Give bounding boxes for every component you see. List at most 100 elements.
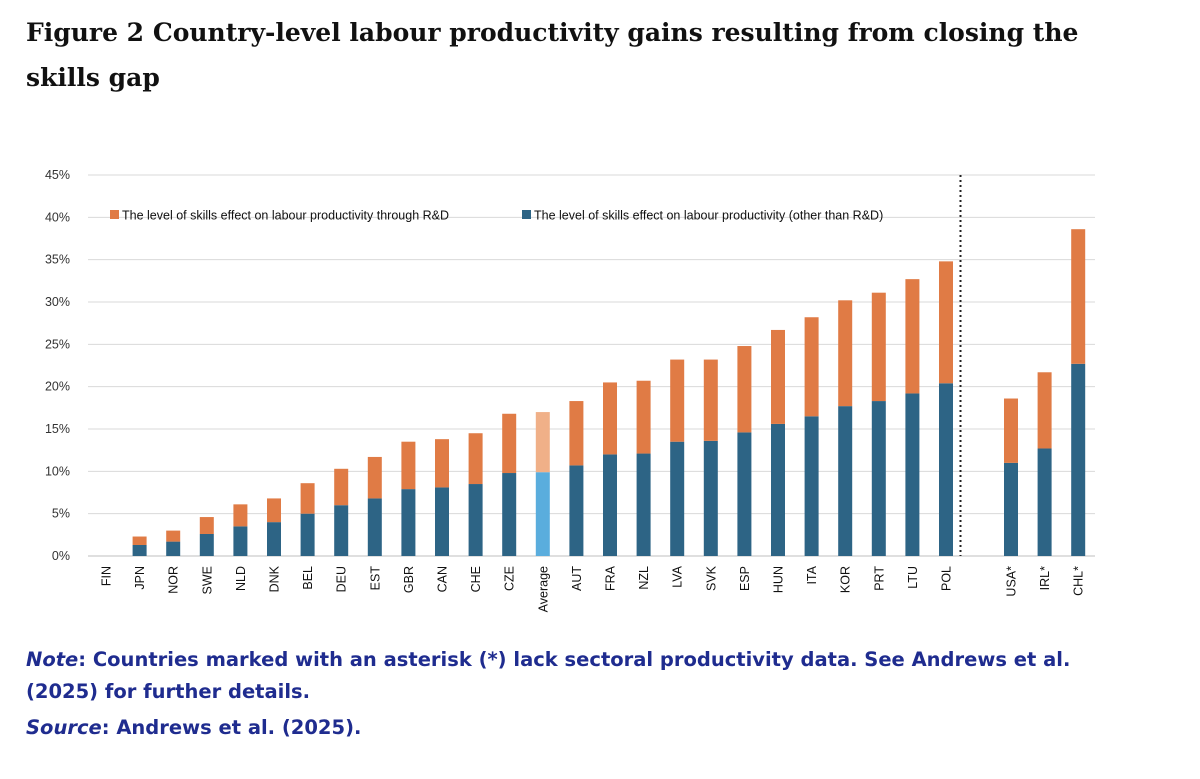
x-tick-label: PRT <box>872 566 886 591</box>
x-tick-label: LTU <box>906 566 920 589</box>
bar-segment-rd <box>804 317 819 417</box>
bar-segment-rd <box>703 359 718 441</box>
figure-label: Figure 2 <box>26 18 145 47</box>
y-tick-label: 35% <box>45 253 70 267</box>
bar-segment-other <box>535 472 550 556</box>
x-tick-label: FIN <box>100 566 114 586</box>
bar-segment-other <box>804 416 819 556</box>
x-tick-label: BEL <box>301 566 315 590</box>
x-tick-label: DNK <box>268 565 282 592</box>
x-tick-label: CZE <box>503 566 517 591</box>
x-tick-label: NLD <box>234 566 248 591</box>
bar-segment-other <box>132 544 147 556</box>
bar-segment-other <box>905 393 920 556</box>
bar-segment-other <box>939 383 953 556</box>
x-tick-label: SVK <box>704 565 718 591</box>
bar-segment-rd <box>502 413 517 474</box>
x-tick-label: HUN <box>772 566 786 593</box>
bar-segment-other <box>703 440 718 556</box>
bar-segment-rd <box>569 401 584 466</box>
source-label: Source <box>26 716 102 739</box>
bar-segment-rd <box>267 498 281 523</box>
y-tick-label: 20% <box>45 380 70 394</box>
x-tick-label: KOR <box>839 566 853 593</box>
bar-segment-rd <box>636 380 651 454</box>
bar-segment-other <box>468 484 483 556</box>
bar-segment-other <box>1037 448 1052 556</box>
bar-segment-other <box>569 465 584 556</box>
y-tick-label: 0% <box>52 549 70 563</box>
bar-segment-rd <box>468 433 483 485</box>
x-tick-label: JPN <box>133 566 147 590</box>
bar-segment-rd <box>1071 229 1086 364</box>
x-tick-label: IRL* <box>1038 566 1052 590</box>
bar-segment-other <box>199 533 214 556</box>
source-text: : Andrews et al. (2025). <box>101 716 362 739</box>
bar-segment-other <box>367 498 382 556</box>
x-tick-label: Average <box>536 566 550 612</box>
bar-segment-rd <box>670 359 685 442</box>
x-tick-label: NZL <box>637 566 651 590</box>
bar-segment-rd <box>737 346 752 433</box>
bar-segment-rd <box>771 329 785 424</box>
bar-segment-other <box>1004 462 1018 556</box>
bar-segment-other <box>871 401 886 556</box>
legend-swatch <box>522 210 531 219</box>
x-tick-label: CHE <box>469 566 483 592</box>
bar-segment-other <box>435 487 449 556</box>
bar-segment-rd <box>199 517 214 534</box>
bar-segment-rd <box>166 530 181 542</box>
y-tick-label: 45% <box>45 168 70 182</box>
bar-segment-other <box>838 406 853 556</box>
legend-label: The level of skills effect on labour pro… <box>122 209 449 223</box>
x-tick-label: FRA <box>604 565 618 591</box>
y-tick-label: 15% <box>45 422 70 436</box>
bar-segment-rd <box>435 439 449 488</box>
x-tick-label: CAN <box>436 566 450 592</box>
x-tick-label: POL <box>940 566 954 591</box>
bar-chart: 0% 5% 10% 15% 20% 25% 30% 35% 40% 45% FIN JPN NOR SWE… <box>45 168 1095 612</box>
bar-segment-other <box>603 454 617 556</box>
x-tick-label: SWE <box>200 566 214 594</box>
bar-segment-other <box>166 541 181 556</box>
bar-segment-rd <box>132 536 147 545</box>
bar-segment-other <box>300 513 315 556</box>
y-tick-label: 40% <box>45 210 70 224</box>
x-tick-label: EST <box>368 566 382 591</box>
bar-segment-rd <box>535 412 550 473</box>
bar-segment-rd <box>334 468 349 506</box>
note-text: : Countries marked with an asterisk (*) … <box>26 648 1071 703</box>
legend-label: The level of skills effect on labour pro… <box>534 209 883 223</box>
bar-segment-other <box>401 489 416 556</box>
x-tick-label: GBR <box>402 566 416 593</box>
bar-segment-other <box>737 432 752 556</box>
bar-segment-rd <box>603 382 617 455</box>
bar-segment-other <box>771 423 785 556</box>
bar-segment-rd <box>1004 398 1018 463</box>
bar-segment-other <box>636 453 651 556</box>
x-tick-label: LVA <box>671 565 685 587</box>
bar-segment-other <box>1071 363 1086 556</box>
x-tick-label: ESP <box>738 566 752 591</box>
y-tick-label: 5% <box>52 507 70 521</box>
x-tick-label: ITA <box>805 565 819 584</box>
bar-segment-rd <box>838 300 853 407</box>
bar-segment-rd <box>300 483 315 514</box>
x-tick-label: NOR <box>167 566 181 594</box>
bar-segment-other <box>334 505 349 556</box>
bar-segment-rd <box>939 261 953 384</box>
chart-note: Note: Countries marked with an asterisk … <box>26 644 1126 708</box>
legend-swatch <box>110 210 119 219</box>
bar-segment-rd <box>367 456 382 499</box>
bar-segment-rd <box>905 279 920 394</box>
x-tick-label: CHL* <box>1072 566 1086 596</box>
x-tick-label: USA* <box>1005 566 1019 597</box>
bar-segment-other <box>233 526 248 556</box>
x-tick-label: AUT <box>570 566 584 591</box>
bar-segment-other <box>670 441 685 556</box>
y-tick-label: 25% <box>45 337 70 351</box>
bar-segment-other <box>267 522 281 556</box>
bar-segment-other <box>502 473 517 556</box>
y-tick-label: 10% <box>45 464 70 478</box>
note-label: Note <box>26 648 79 671</box>
